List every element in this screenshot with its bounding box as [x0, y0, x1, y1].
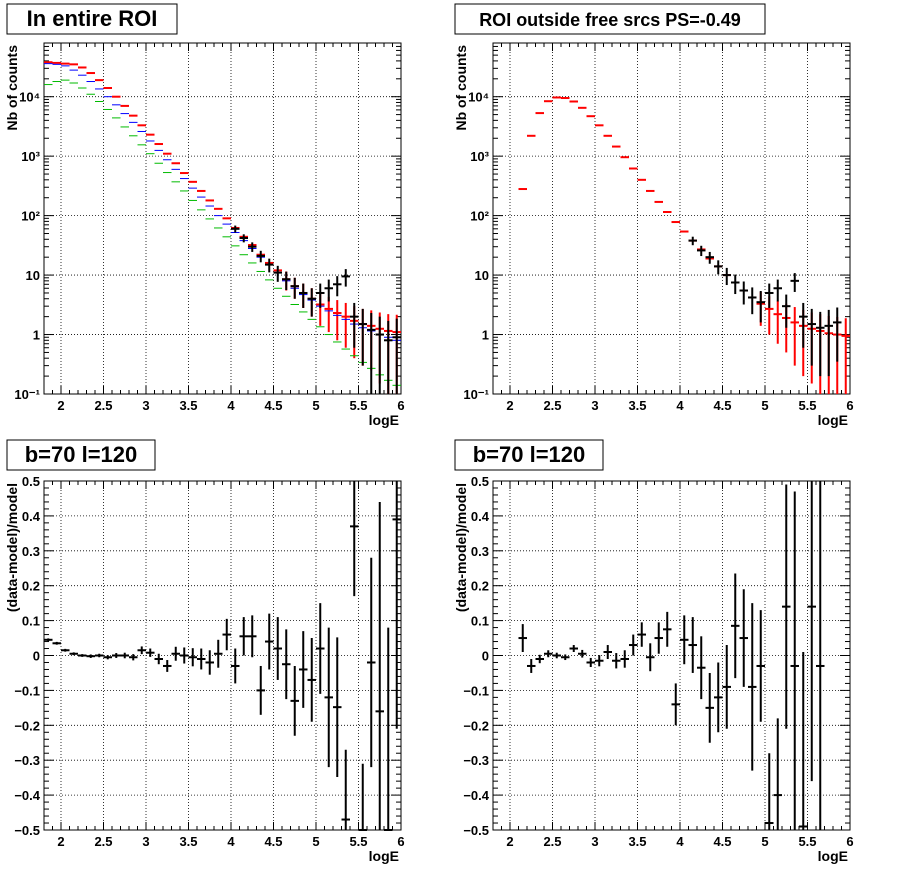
data-series-3 [44, 79, 401, 386]
y-axis-label: Nb of counts [4, 45, 20, 131]
x-tick-label: 5.5 [349, 834, 367, 849]
x-tick-label: 4.5 [264, 834, 282, 849]
y-tick-label: 10⁻¹ [14, 387, 40, 402]
x-tick-label: 3 [142, 398, 149, 413]
x-tick-label: 2 [57, 834, 64, 849]
x-axis-label: logE [369, 848, 399, 864]
y-tick-label: −0.5 [463, 823, 489, 838]
y-tick-label: 0.3 [22, 544, 40, 559]
y-tick-label: 0.4 [471, 509, 490, 524]
x-tick-label: 3.5 [628, 398, 646, 413]
x-tick-label: 2.5 [94, 398, 112, 413]
x-tick-label: 2 [57, 398, 64, 413]
y-tick-label: 10 [475, 268, 489, 283]
x-tick-label: 3.5 [628, 834, 646, 849]
x-tick-label: 2.5 [94, 834, 112, 849]
y-tick-label: −0.1 [14, 683, 40, 698]
y-tick-label: 0.3 [471, 544, 489, 559]
y-tick-label: 10⁻¹ [463, 387, 489, 402]
y-tick-label: 10² [21, 209, 40, 224]
x-axis-label: logE [369, 412, 399, 428]
y-tick-label: 10 [26, 268, 40, 283]
data-series-4 [231, 225, 401, 394]
y-tick-label: 10⁴ [19, 90, 40, 105]
y-axis-label: (data-model)/model [453, 483, 469, 612]
x-tick-label: 6 [846, 398, 853, 413]
y-tick-label: 10² [470, 209, 489, 224]
chart-title: In entire ROI [27, 6, 158, 31]
x-tick-label: 6 [397, 834, 404, 849]
x-tick-label: 3.5 [179, 398, 197, 413]
x-axis-label: logE [818, 848, 848, 864]
chart-title-box [454, 3, 766, 35]
x-tick-label: 5 [761, 834, 768, 849]
x-tick-label: 5 [312, 834, 319, 849]
x-tick-label: 4.5 [713, 834, 731, 849]
x-tick-label: 3 [591, 834, 598, 849]
y-tick-label: 0.5 [471, 474, 489, 489]
y-tick-label: 10³ [21, 149, 40, 164]
y-tick-label: 0.4 [22, 509, 41, 524]
x-tick-label: 5 [312, 398, 319, 413]
x-tick-label: 4 [227, 834, 235, 849]
x-tick-label: 2.5 [543, 834, 561, 849]
y-tick-label: −0.2 [14, 718, 40, 733]
chart-title-box [454, 439, 604, 471]
data-series-1 [44, 481, 401, 831]
x-tick-label: 3.5 [179, 834, 197, 849]
x-tick-label: 3 [591, 398, 598, 413]
y-tick-label: −0.3 [14, 753, 40, 768]
y-axis-label: (data-model)/model [4, 483, 20, 612]
plot-frame [492, 42, 851, 395]
x-tick-label: 4.5 [264, 398, 282, 413]
y-tick-label: 10⁴ [468, 90, 489, 105]
chart-title-box [6, 439, 156, 471]
y-tick-label: 0.5 [22, 474, 40, 489]
x-tick-label: 5 [761, 398, 768, 413]
y-tick-label: −0.4 [463, 788, 489, 803]
chart-title-box [6, 3, 178, 35]
y-tick-label: 0.1 [471, 614, 489, 629]
y-tick-label: −0.3 [463, 753, 489, 768]
y-tick-label: −0.1 [463, 683, 489, 698]
chart-title: b=70 l=120 [473, 442, 586, 467]
x-tick-label: 6 [397, 398, 404, 413]
y-tick-label: 1 [482, 328, 489, 343]
x-tick-label: 4 [676, 398, 684, 413]
x-tick-label: 5.5 [798, 834, 816, 849]
x-tick-label: 5.5 [798, 398, 816, 413]
chart-title: ROI outside free srcs PS=-0.49 [479, 10, 741, 30]
y-tick-label: −0.2 [463, 718, 489, 733]
y-tick-label: 1 [33, 328, 40, 343]
chart-panel-2: 2 2.5 3 3.5 4 4.5 5 5.5 6 10⁻¹ 1 10 10² 10³ 10⁴ logE Nb … [453, 3, 854, 428]
x-tick-label: 2.5 [543, 398, 561, 413]
y-tick-label: 0 [33, 649, 40, 664]
x-tick-label: 6 [846, 834, 853, 849]
y-tick-label: 0.1 [22, 614, 40, 629]
data-series-2 [688, 236, 842, 377]
data-series-1 [518, 481, 825, 830]
x-tick-label: 2 [506, 834, 513, 849]
chart-panel-4: 2 2.5 3 3.5 4 4.5 5 5.5 6 −0.5 −0.4 −0.3 −0.2 −0.1 0 0.… [453, 439, 854, 864]
x-tick-label: 3 [142, 834, 149, 849]
y-tick-label: 0 [482, 649, 489, 664]
chart-panel-1: 2 2.5 3 3.5 4 4.5 5 5.5 6 10⁻¹ 1 10 10² 10³ 10⁴ logE Nb … [4, 3, 405, 428]
y-axis-label: Nb of counts [453, 45, 469, 131]
x-axis-label: logE [818, 412, 848, 428]
x-tick-label: 2 [506, 398, 513, 413]
x-tick-label: 4.5 [713, 398, 731, 413]
y-tick-label: −0.4 [14, 788, 40, 803]
x-tick-label: 4 [676, 834, 684, 849]
x-tick-label: 4 [227, 398, 235, 413]
y-tick-label: 0.2 [471, 579, 489, 594]
x-tick-label: 5.5 [349, 398, 367, 413]
chart-panel-3: 2 2.5 3 3.5 4 4.5 5 5.5 6 −0.5 −0.4 −0.3 −0.2 −0.1 0 0.… [4, 439, 405, 864]
y-tick-label: −0.5 [14, 823, 40, 838]
chart-title: b=70 l=120 [25, 442, 138, 467]
y-tick-label: 10³ [470, 149, 489, 164]
y-tick-label: 0.2 [22, 579, 40, 594]
